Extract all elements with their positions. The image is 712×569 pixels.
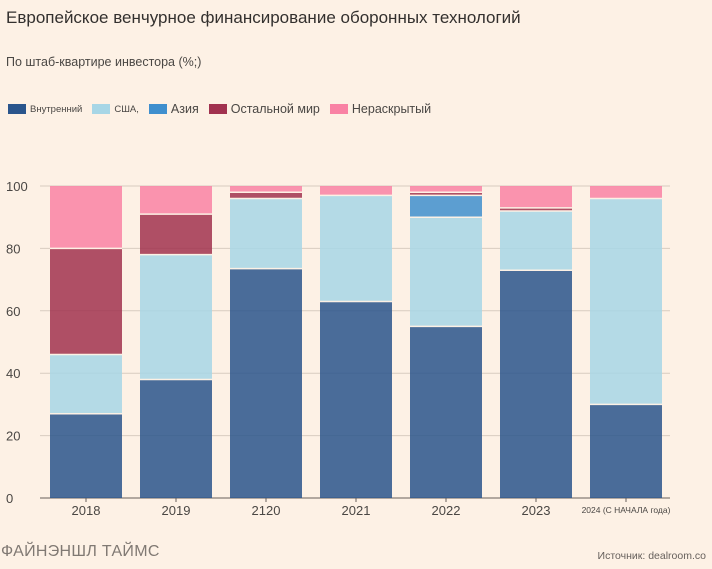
x-tick-label-0: 2018 xyxy=(72,503,101,518)
legend-item-usa: США, xyxy=(92,104,139,115)
bar-segment-2022-0 xyxy=(410,326,482,498)
legend-swatch-usa xyxy=(92,104,111,114)
y-tick-label-100: 100 xyxy=(6,179,28,194)
y-tick-label-80: 80 xyxy=(6,241,20,256)
bar-segment-2021-4 xyxy=(320,186,392,196)
bar-segment-2022-1 xyxy=(410,217,482,327)
legend-item-domestic: Внутренний xyxy=(8,104,82,115)
source-note: Источник: dealroom.co xyxy=(597,550,706,562)
bar-segment-2120-4 xyxy=(230,186,302,193)
bar-segment-2018-4 xyxy=(50,186,122,249)
bar-segment-2018-0 xyxy=(50,413,122,498)
bar-segment-2024-0 xyxy=(590,404,662,498)
bar-segment-2024-1 xyxy=(590,198,662,405)
bar-segment-2023-1 xyxy=(500,210,572,271)
legend-label-domestic: Внутренний xyxy=(30,103,83,115)
legend-label-asia: Азия xyxy=(170,102,199,116)
legend-label-usa: США, xyxy=(114,103,139,115)
legend-swatch-rest-of-world xyxy=(208,104,227,114)
bar-segment-2019-0 xyxy=(140,379,212,498)
bar-segment-2021-1 xyxy=(320,195,392,302)
y-tick-label-20: 20 xyxy=(6,429,20,444)
bar-segment-2023-3 xyxy=(500,207,572,211)
x-tick-label-2: 2120 xyxy=(252,503,281,518)
chart-title: Европейское венчурное финансирование обо… xyxy=(6,8,521,27)
bar-segment-2023-0 xyxy=(500,270,572,498)
y-tick-label-60: 60 xyxy=(6,304,20,319)
bar-segment-2120-0 xyxy=(230,268,302,498)
bar-segment-2022-2 xyxy=(410,195,482,218)
publisher-brand: ФАЙНЭНШЛ ТАЙМС xyxy=(1,543,160,560)
bar-segment-2018-3 xyxy=(50,248,122,355)
y-tick-label-40: 40 xyxy=(6,366,20,381)
x-tick-label-6: 2024 (С НАЧАЛА года) xyxy=(582,505,671,515)
bar-segment-2021-0 xyxy=(320,301,392,498)
legend-swatch-undisclosed xyxy=(329,104,348,114)
bar-segment-2019-4 xyxy=(140,186,212,215)
bar-segment-2023-4 xyxy=(500,186,572,208)
x-tick-label-4: 2022 xyxy=(432,503,461,518)
bar-segment-2022-4 xyxy=(410,186,482,193)
bar-segment-2120-3 xyxy=(230,192,302,199)
bar-segment-2018-1 xyxy=(50,354,122,414)
y-tick-label-0: 0 xyxy=(6,491,13,506)
legend-swatch-domestic xyxy=(8,104,26,114)
legend-label-rest-of-world: Остальной мир xyxy=(230,102,320,116)
bar-segment-2024-4 xyxy=(590,186,662,199)
legend-item-undisclosed: Нераскрытый xyxy=(329,102,432,116)
legend-label-undisclosed: Нераскрытый xyxy=(351,102,432,116)
chart-subtitle: По штаб-квартире инвестора (%;) xyxy=(6,55,202,69)
x-tick-label-1: 2019 xyxy=(162,503,191,518)
bar-segment-2120-1 xyxy=(230,198,302,269)
legend: Внутренний США, Азия Остальной мир Нерас… xyxy=(8,102,431,116)
legend-item-rest-of-world: Остальной мир xyxy=(208,102,320,116)
legend-item-asia: Азия xyxy=(148,102,199,116)
bar-segment-2022-3 xyxy=(410,192,482,196)
x-tick-label-5: 2023 xyxy=(522,503,551,518)
bar-segment-2019-3 xyxy=(140,214,212,255)
bar-segment-2019-1 xyxy=(140,254,212,380)
legend-swatch-asia xyxy=(148,104,167,114)
x-tick-label-3: 2021 xyxy=(342,503,371,518)
